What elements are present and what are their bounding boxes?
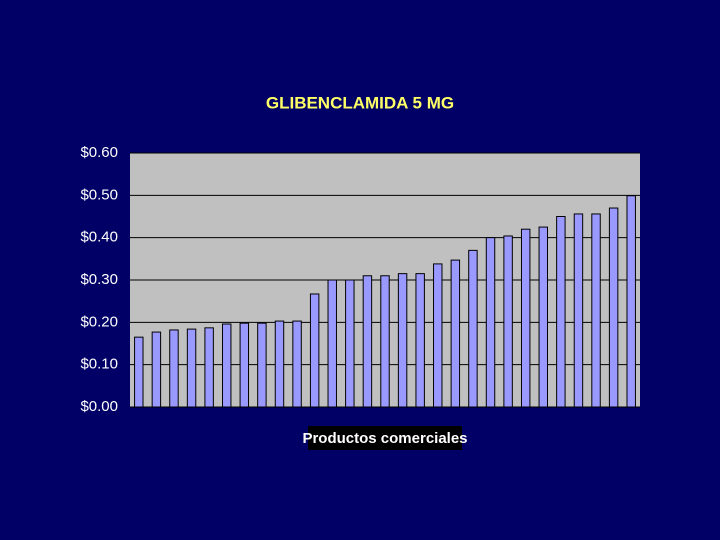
bar <box>169 329 179 408</box>
bar <box>538 226 548 408</box>
bar <box>257 322 267 408</box>
y-tick-label: $0.00 <box>80 398 118 415</box>
bar <box>485 237 496 408</box>
y-tick-label: $0.30 <box>80 271 118 288</box>
bar <box>503 235 513 408</box>
bar <box>204 327 214 408</box>
y-tick-label: $0.40 <box>80 229 118 246</box>
y-tick-label: $0.60 <box>80 144 118 161</box>
bar <box>450 259 461 408</box>
bar <box>292 320 302 408</box>
bar <box>239 322 250 408</box>
bar <box>362 275 373 408</box>
bar <box>309 293 320 408</box>
bar <box>415 273 425 408</box>
x-axis-label: Productos comerciales <box>302 430 467 447</box>
bar <box>433 263 443 408</box>
bar <box>397 273 408 408</box>
bar <box>520 228 531 408</box>
bar <box>151 331 162 408</box>
bar <box>327 279 337 408</box>
bar <box>626 195 636 408</box>
bar <box>591 213 601 408</box>
bar <box>556 216 566 408</box>
bar <box>468 249 478 408</box>
y-tick-label: $0.50 <box>80 186 118 203</box>
bar <box>345 279 355 408</box>
bar <box>380 275 390 408</box>
x-label-box <box>308 426 462 450</box>
chart-title: GLIBENCLAMIDA 5 MG <box>266 93 454 112</box>
bar <box>608 207 619 408</box>
bar <box>573 213 584 408</box>
bar <box>186 328 197 408</box>
bar <box>274 320 285 408</box>
bar <box>134 336 144 408</box>
bar <box>222 323 232 408</box>
y-tick-label: $0.10 <box>80 356 118 373</box>
y-tick-label: $0.20 <box>80 313 118 330</box>
